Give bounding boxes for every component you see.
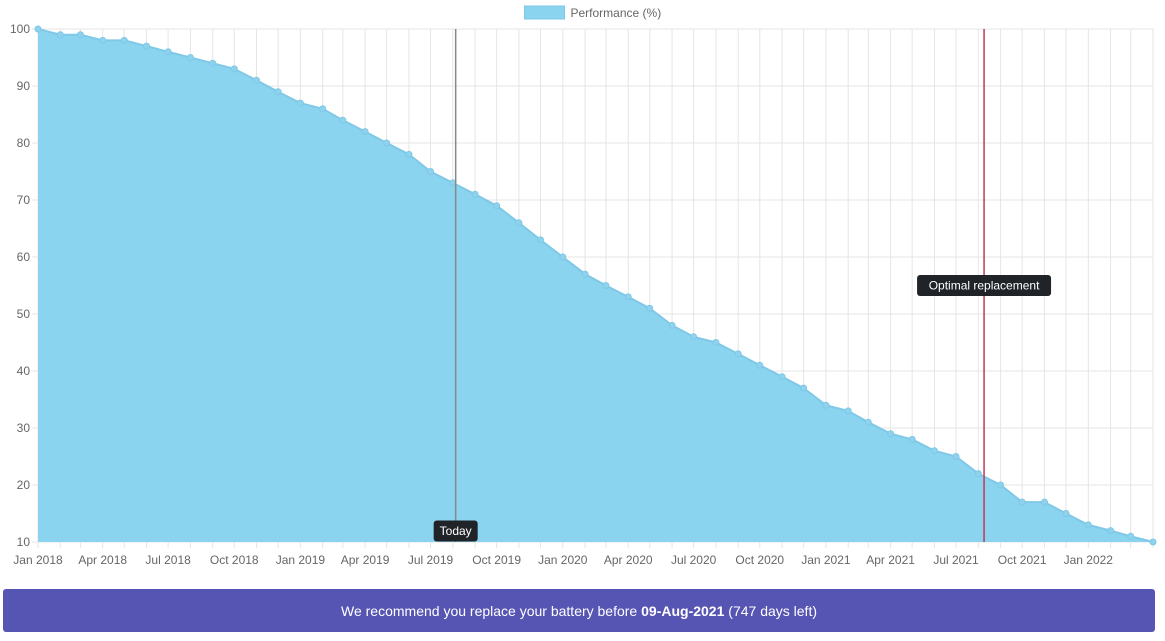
x-tick-label: Jul 2021 xyxy=(933,553,979,567)
y-tick-label: 10 xyxy=(17,535,31,549)
y-tick-label: 30 xyxy=(17,421,31,435)
x-tick-label: Apr 2018 xyxy=(78,553,127,567)
data-point xyxy=(471,190,479,198)
data-point xyxy=(493,202,501,210)
x-tick-label: Jan 2020 xyxy=(538,553,588,567)
x-tick-label: Jul 2019 xyxy=(408,553,454,567)
data-point xyxy=(756,361,764,369)
x-tick-label: Jan 2022 xyxy=(1064,553,1114,567)
x-tick-label: Oct 2020 xyxy=(735,553,784,567)
data-point xyxy=(76,31,84,39)
data-point xyxy=(1062,510,1070,517)
data-point xyxy=(383,139,391,147)
data-point xyxy=(930,447,938,455)
data-point xyxy=(319,105,327,113)
data-point xyxy=(537,236,545,244)
data-point xyxy=(822,401,830,409)
data-point xyxy=(887,430,895,438)
x-tick-label: Apr 2019 xyxy=(341,553,390,567)
data-point xyxy=(997,481,1005,489)
data-point xyxy=(844,407,852,415)
banner-text-after: (747 days left) xyxy=(724,602,817,619)
y-tick-label: 60 xyxy=(17,250,31,264)
performance-line xyxy=(37,28,1154,543)
data-point xyxy=(974,470,982,478)
data-point xyxy=(646,304,654,312)
replacement-label-text: Optimal replacement xyxy=(929,279,1040,293)
x-tick-label: Jan 2019 xyxy=(276,553,326,567)
data-point xyxy=(624,293,632,301)
x-tick-label: Jan 2018 xyxy=(13,553,63,567)
today-label-text: Today xyxy=(440,524,472,538)
data-point xyxy=(405,150,413,158)
data-point xyxy=(99,36,107,44)
data-point xyxy=(274,88,282,96)
data-point xyxy=(296,99,304,107)
data-point xyxy=(339,116,347,124)
data-point xyxy=(449,179,457,187)
banner-text-before: We recommend you replace your battery be… xyxy=(341,602,642,619)
data-point xyxy=(712,339,720,346)
x-tick-label: Oct 2021 xyxy=(998,553,1047,567)
data-point xyxy=(908,435,916,443)
y-tick-label: 50 xyxy=(17,307,31,321)
x-tick-label: Apr 2021 xyxy=(866,553,915,567)
x-tick-label: Oct 2018 xyxy=(210,553,259,567)
data-point xyxy=(1018,498,1026,506)
x-tick-label: Jul 2020 xyxy=(671,553,717,567)
data-point xyxy=(559,253,567,261)
data-point xyxy=(602,282,610,289)
x-tick-label: Jul 2018 xyxy=(145,553,191,567)
data-point xyxy=(581,270,589,278)
data-point xyxy=(120,36,128,44)
data-point xyxy=(800,384,808,392)
data-point xyxy=(361,128,369,136)
data-point xyxy=(209,59,217,67)
legend-swatch xyxy=(524,5,565,20)
y-tick-label: 70 xyxy=(17,193,31,207)
data-point xyxy=(690,333,698,341)
data-point xyxy=(1040,498,1048,506)
data-point xyxy=(253,76,261,84)
legend-label: Performance (%) xyxy=(571,6,662,20)
data-point xyxy=(952,453,960,460)
data-point xyxy=(186,54,194,61)
data-point xyxy=(515,219,523,227)
x-tick-label: Jan 2021 xyxy=(801,553,851,567)
data-point xyxy=(427,168,435,175)
replacement-label-box xyxy=(917,275,1052,296)
data-point xyxy=(668,321,676,329)
banner-date: 09-Aug-2021 xyxy=(641,602,725,619)
y-tick-label: 40 xyxy=(17,364,31,378)
data-point xyxy=(1149,538,1157,546)
data-point xyxy=(143,42,151,50)
chart-svg: 10 20 30 40 50 60 70 80 90 100 Jan 2018 Apr 2018 Jul… xyxy=(10,5,1157,567)
data-point xyxy=(1127,532,1135,540)
data-point xyxy=(734,350,742,358)
data-point xyxy=(1084,521,1092,529)
today-label-box xyxy=(433,520,478,542)
x-tick-label: Apr 2020 xyxy=(604,553,653,567)
battery-performance-chart: 10 20 30 40 50 60 70 80 90 100 Jan 2018 Apr 2018 Jul… xyxy=(10,5,1157,567)
data-point xyxy=(230,65,238,73)
y-tick-label: 80 xyxy=(17,136,31,150)
y-tick-label: 20 xyxy=(17,478,31,492)
data-point xyxy=(34,25,42,33)
data-point xyxy=(864,418,872,426)
data-point xyxy=(56,31,64,39)
y-tick-label: 90 xyxy=(17,79,31,93)
y-tick-label: 100 xyxy=(10,22,30,36)
data-point xyxy=(1107,527,1115,535)
x-tick-label: Oct 2019 xyxy=(472,553,521,567)
replacement-recommendation-banner: We recommend you replace your battery be… xyxy=(3,589,1155,632)
data-point xyxy=(164,48,172,56)
performance-area xyxy=(38,29,1153,542)
data-point xyxy=(778,373,786,381)
